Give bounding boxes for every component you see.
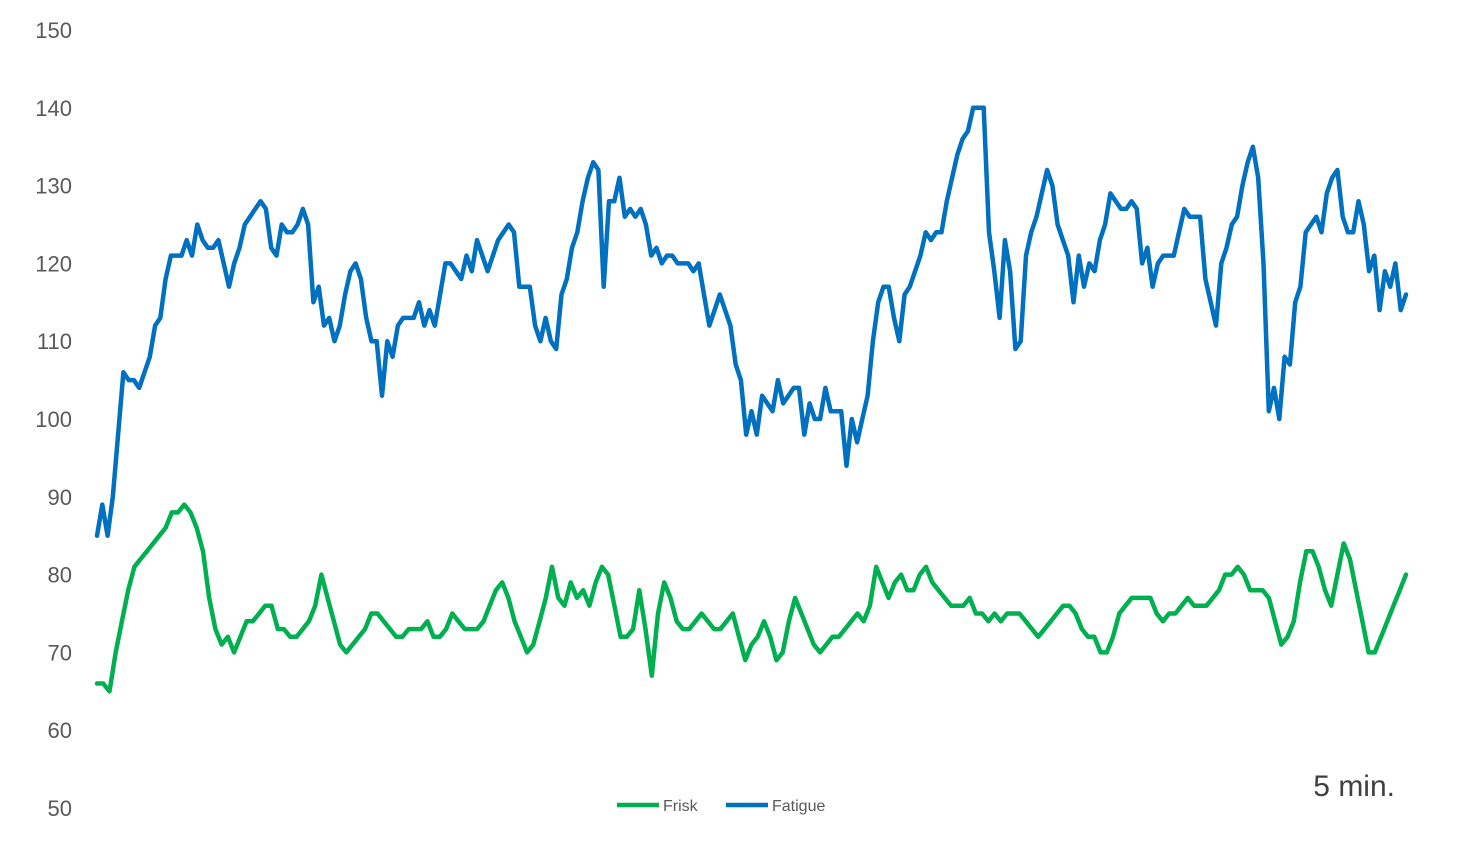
series-line-fatigue xyxy=(94,105,1409,538)
y-tick-label: 80 xyxy=(48,563,72,588)
y-tick-label: 110 xyxy=(37,329,72,354)
y-tick-label: 60 xyxy=(48,718,72,743)
legend-label-fatigue: Fatigue xyxy=(772,798,825,815)
y-tick-label: 100 xyxy=(35,407,72,432)
y-tick-label: 70 xyxy=(48,640,72,665)
y-tick-label: 120 xyxy=(35,251,72,276)
series-line-frisk xyxy=(94,502,1409,694)
legend-label-frisk: Frisk xyxy=(663,798,699,815)
time-annotation: 5 min. xyxy=(1313,770,1395,803)
y-tick-label: 150 xyxy=(35,18,72,43)
legend: Frisk Fatigue xyxy=(617,798,825,815)
plot-area xyxy=(94,105,1409,694)
y-axis: 50 60 70 80 90 100 110 120 130 140 150 xyxy=(35,18,72,821)
y-tick-label: 130 xyxy=(35,174,72,199)
y-tick-label: 90 xyxy=(48,485,72,510)
y-tick-label: 50 xyxy=(48,796,72,821)
y-tick-label: 140 xyxy=(35,96,72,121)
